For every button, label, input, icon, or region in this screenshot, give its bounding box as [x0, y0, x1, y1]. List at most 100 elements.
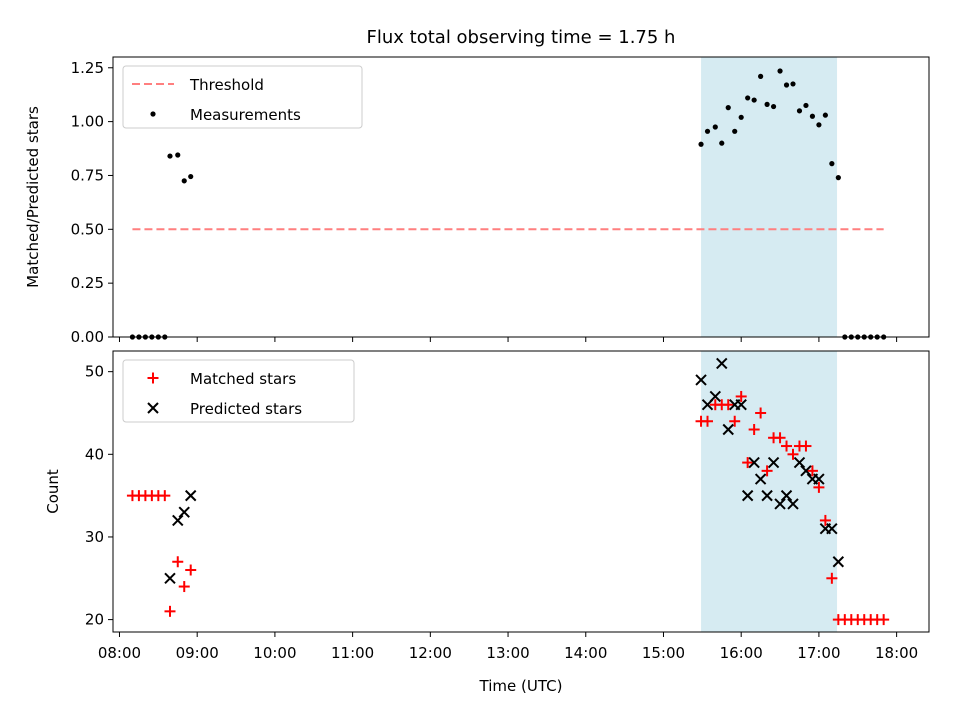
data-point [712, 124, 718, 130]
data-point [704, 128, 711, 134]
chart-title: Flux total observing time = 1.75 h [367, 27, 676, 48]
data-point [777, 68, 783, 74]
data-point [698, 141, 704, 147]
data-point [709, 390, 721, 403]
data-point [770, 103, 777, 110]
legend: Matched stars Predicted stars [122, 359, 355, 423]
data-point [722, 399, 734, 411]
x-tick-label: 14:00 [564, 644, 607, 662]
y-tick-label: 0.75 [71, 166, 104, 184]
y-tick-label: 50 [85, 363, 104, 381]
x-tick-label: 16:00 [720, 644, 763, 662]
x-axis-label: Time (UTC) [479, 677, 563, 695]
x-tick-label: 13:00 [486, 644, 529, 662]
data-point [809, 113, 816, 119]
y-tick-label: 0.25 [71, 274, 104, 292]
legend-marker-matched-stars [147, 372, 159, 384]
data-point [783, 82, 790, 88]
data-point [172, 556, 184, 568]
data-point [755, 407, 767, 419]
data-point [164, 572, 176, 584]
data-point [806, 465, 818, 477]
data-point [780, 489, 793, 502]
x-tick-label: 08:00 [98, 644, 141, 662]
data-point [738, 114, 744, 120]
data-point [813, 473, 825, 485]
data-point [790, 81, 796, 87]
data-point [819, 514, 831, 526]
data-point [751, 97, 757, 103]
data-point [745, 95, 751, 101]
y-axis-label: Matched/Predicted stars [24, 106, 42, 288]
data-point [787, 498, 799, 510]
observing-window-span [701, 57, 838, 337]
data-point [832, 556, 845, 568]
y-axis-label: Count [44, 469, 62, 514]
data-point [702, 415, 714, 427]
data-point [167, 153, 173, 159]
data-point [172, 514, 184, 527]
y-tick-label: 0.00 [71, 328, 104, 346]
y-tick-label: 1.00 [71, 113, 104, 131]
legend-marker-measurements [150, 111, 156, 117]
data-point [878, 614, 890, 626]
y-tick-label: 30 [85, 528, 104, 546]
data-point [741, 489, 754, 502]
x-tick-label: 12:00 [409, 644, 452, 662]
axes-frame [112, 56, 930, 338]
x-tick-label: 18:00 [875, 644, 918, 662]
data-point [764, 101, 770, 107]
observing-window-span [701, 351, 838, 632]
data-point [722, 423, 734, 436]
data-point [748, 456, 760, 469]
data-point [787, 448, 799, 460]
data-point [754, 473, 767, 485]
data-point [164, 605, 176, 617]
data-point [826, 572, 838, 584]
x-tick-label: 10:00 [253, 644, 296, 662]
x-tick-label: 17:00 [797, 644, 840, 662]
legend-label-matched-stars: Matched stars [190, 370, 296, 388]
data-point [774, 498, 786, 510]
series-matched-stars [126, 390, 890, 626]
data-point [793, 456, 806, 469]
bottom-panel-star-counts: 20 30 40 50 08:00 09:00 10:00 11:00 12:00 13:00 14… [44, 350, 930, 695]
data-point [835, 175, 841, 181]
data-point [748, 424, 760, 436]
data-point [181, 178, 187, 184]
data-point [725, 105, 731, 111]
data-point [695, 374, 707, 386]
legend-label-predicted-stars: Predicted stars [190, 400, 302, 418]
legend-label-threshold: Threshold [189, 76, 264, 94]
legend-marker-predicted-stars [147, 402, 159, 414]
legend-box [122, 359, 355, 423]
y-tick-label: 40 [85, 445, 104, 463]
top-panel-flux-ratio: 0.00 0.25 0.50 0.75 1.00 1.25 Matched/Predicte… [24, 56, 930, 346]
data-point [803, 102, 809, 109]
x-tick-label: 11:00 [331, 644, 374, 662]
data-point [185, 489, 197, 502]
data-point [735, 399, 747, 411]
legend-label-measurements: Measurements [190, 106, 301, 124]
x-tick-label: 09:00 [176, 644, 219, 662]
data-point [781, 440, 793, 452]
legend-box [122, 65, 363, 129]
data-point [742, 457, 754, 469]
series-predicted-stars [164, 357, 845, 584]
y-tick-label: 0.50 [71, 220, 104, 238]
axes-frame [112, 350, 930, 633]
x-tick-label: 15:00 [642, 644, 685, 662]
data-point [816, 122, 822, 128]
data-point [185, 564, 197, 576]
data-point [774, 432, 786, 444]
y-tick-label: 20 [85, 611, 104, 629]
data-point [800, 465, 812, 477]
data-point [719, 140, 725, 146]
data-point [188, 173, 194, 180]
data-point [829, 161, 835, 167]
data-point [767, 456, 780, 469]
data-point [761, 465, 773, 477]
data-point [175, 152, 181, 158]
data-point [758, 73, 764, 79]
